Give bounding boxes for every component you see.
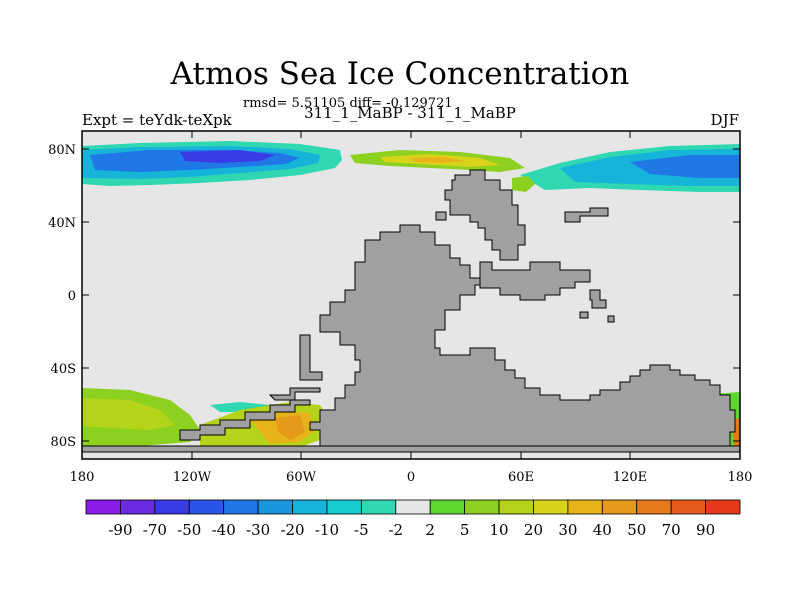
lon-tick-label: 60W [286, 470, 317, 485]
land-peninsula-1 [299, 334, 323, 381]
season-label: DJF [710, 111, 739, 129]
land-north-america [444, 169, 526, 261]
lon-tick-label: 60E [508, 470, 534, 485]
lat-tick-label: 0 [68, 289, 76, 304]
stats-line: rmsd= 5.51105 diff= -0.129721 [243, 96, 453, 111]
colorbar-label: 70 [662, 521, 681, 539]
south-band-west-core [82, 398, 175, 430]
lat-tick-label: 80N [48, 143, 76, 158]
colorbar-label: -70 [143, 521, 167, 539]
colorbar-label: 20 [524, 521, 543, 539]
colorbar-label: -20 [280, 521, 304, 539]
colorbar-swatch [257, 499, 293, 515]
colorbar-swatch [360, 499, 397, 515]
north-baffin-patch [512, 176, 535, 192]
lon-tick-label: 120W [173, 470, 212, 485]
longitude-axis: 180 120W 60W 0 60E 120E 180 [70, 131, 753, 485]
lon-tick-label: 0 [407, 470, 415, 485]
lat-tick-label: 40S [51, 362, 76, 377]
north-band-east-inner [630, 155, 740, 178]
comparison-label: 311_1_MaBP - 311_1_MaBP [304, 104, 516, 122]
colorbar-label: -90 [108, 521, 132, 539]
colorbar-label: 40 [593, 521, 612, 539]
colorbar-swatch [636, 499, 672, 515]
colorbar-swatch [464, 499, 500, 515]
colorbar-label: 50 [627, 521, 646, 539]
colorbar-label: 90 [696, 521, 715, 539]
land-small-island-2 [579, 311, 589, 319]
colorbar-swatch [188, 499, 225, 515]
experiment-label: Expt = teYdk-teXpk [82, 111, 232, 129]
lon-tick-label: 180 [728, 470, 753, 485]
colorbar-swatch [567, 499, 603, 515]
colorbar-label: 5 [460, 521, 470, 539]
colorbar-swatch [223, 499, 259, 515]
colorbar-label: -30 [246, 521, 270, 539]
colorbar-label: -10 [315, 521, 339, 539]
colorbar-label: -40 [212, 521, 236, 539]
colorbar-swatch [292, 499, 328, 515]
colorbar-swatch [533, 499, 569, 515]
north-arctic-positive-peak [410, 157, 465, 163]
colorbar-swatch [670, 499, 706, 515]
land-small-island-4 [435, 211, 447, 221]
colorbar-label: -50 [177, 521, 201, 539]
colorbar-swatch [705, 499, 741, 515]
south-band-peninsula-peak [275, 415, 305, 440]
land-masks [82, 169, 740, 453]
land-east-arm [479, 261, 591, 301]
lon-tick-label: 180 [70, 470, 95, 485]
colorbar-label: 10 [490, 521, 509, 539]
colorbar-swatch [395, 499, 431, 515]
colorbar-label: -5 [354, 521, 369, 539]
colorbar-swatch [326, 499, 362, 515]
colorbar-swatch [498, 499, 534, 515]
colorbar-swatch [120, 499, 156, 515]
land-antarctica [82, 445, 740, 453]
colorbar-swatch [601, 499, 638, 515]
land-northeast-strip [564, 207, 609, 223]
land-peninsula-2 [268, 387, 321, 401]
lat-tick-label: 80S [51, 435, 76, 450]
colorbar-swatch [154, 499, 190, 515]
land-small-island-3 [607, 315, 615, 323]
lon-tick-label: 120E [613, 470, 647, 485]
lat-tick-label: 40N [48, 216, 76, 231]
north-band-west-deep [180, 150, 275, 163]
colorbar-label: 30 [558, 521, 577, 539]
plot-title: Atmos Sea Ice Concentration [170, 56, 630, 92]
colorbar-label: 2 [425, 521, 435, 539]
colorbar-swatch [85, 499, 121, 515]
sea-ice-field [82, 141, 740, 453]
colorbar: -90 -70 -50 -40 -30 -20 -10 -5 -2 2 5 10 20 30 40 50 70 9… [85, 499, 741, 539]
colorbar-swatch [429, 499, 466, 515]
latitude-axis: 80N 40N 0 40S 80S [48, 143, 740, 450]
land-peninsula-3 [179, 399, 311, 441]
land-small-island-1 [589, 289, 607, 309]
colorbar-label: -2 [388, 521, 403, 539]
